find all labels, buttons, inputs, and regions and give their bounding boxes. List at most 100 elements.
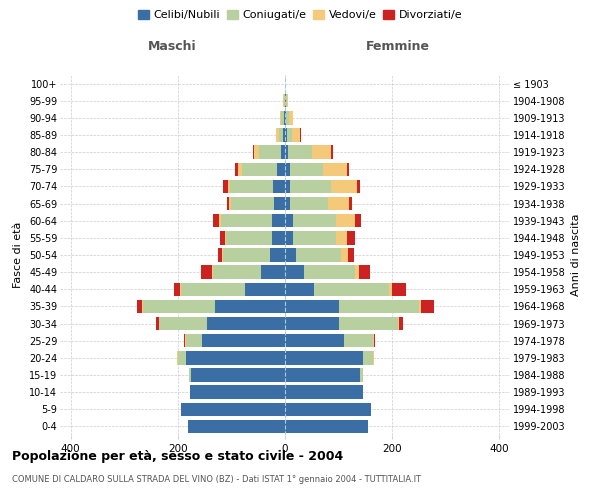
Bar [285, 282, 314, 296]
Bar [287, 94, 288, 108]
Bar [261, 266, 285, 279]
Bar [227, 180, 230, 193]
Bar [285, 420, 368, 433]
Bar [331, 180, 358, 193]
Bar [286, 111, 289, 124]
Bar [285, 334, 344, 347]
Bar [290, 180, 331, 193]
Bar [186, 334, 202, 347]
Bar [312, 146, 331, 159]
Bar [284, 111, 285, 124]
Bar [285, 214, 293, 228]
Bar [287, 146, 312, 159]
Bar [285, 351, 362, 364]
Bar [314, 282, 389, 296]
Bar [285, 248, 296, 262]
Bar [223, 248, 270, 262]
Bar [212, 266, 261, 279]
Bar [392, 282, 406, 296]
Bar [286, 94, 287, 108]
Bar [235, 162, 238, 176]
Bar [341, 248, 347, 262]
Bar [190, 386, 285, 399]
Bar [270, 248, 285, 262]
Bar [225, 231, 226, 244]
Bar [347, 162, 349, 176]
Bar [245, 282, 285, 296]
Bar [178, 351, 186, 364]
Bar [232, 197, 274, 210]
Bar [362, 351, 373, 364]
Text: Femmine: Femmine [365, 40, 430, 52]
Bar [285, 128, 287, 141]
Bar [277, 128, 279, 141]
Bar [202, 334, 285, 347]
Bar [290, 162, 323, 176]
Bar [304, 266, 355, 279]
Bar [293, 231, 336, 244]
Bar [398, 317, 403, 330]
Bar [347, 248, 354, 262]
Bar [323, 162, 347, 176]
Bar [285, 111, 286, 124]
Bar [328, 197, 349, 210]
Bar [156, 317, 158, 330]
Bar [137, 300, 142, 313]
Bar [188, 368, 191, 382]
Text: COMUNE DI CALDARO SULLA STRADA DEL VINO (BZ) - Dati ISTAT 1° gennaio 2004 - TUTT: COMUNE DI CALDARO SULLA STRADA DEL VINO … [12, 475, 421, 484]
Bar [230, 180, 273, 193]
Bar [285, 386, 362, 399]
Bar [215, 300, 285, 313]
Bar [419, 300, 421, 313]
Bar [279, 128, 283, 141]
Bar [285, 317, 338, 330]
Bar [336, 214, 355, 228]
Bar [285, 146, 287, 159]
Bar [202, 266, 212, 279]
Bar [143, 300, 215, 313]
Bar [273, 180, 285, 193]
Bar [253, 146, 254, 159]
Bar [331, 146, 332, 159]
Bar [290, 197, 328, 210]
Bar [227, 197, 229, 210]
Bar [274, 197, 285, 210]
Bar [220, 231, 225, 244]
Bar [284, 94, 285, 108]
Legend: Celibi/Nubili, Coniugati/e, Vedovi/e, Divorziati/e: Celibi/Nubili, Coniugati/e, Vedovi/e, Di… [133, 6, 467, 25]
Text: Popolazione per età, sesso e stato civile - 2004: Popolazione per età, sesso e stato civil… [12, 450, 343, 463]
Bar [219, 214, 221, 228]
Bar [259, 146, 281, 159]
Bar [355, 214, 361, 228]
Bar [281, 146, 285, 159]
Bar [242, 162, 277, 176]
Bar [285, 266, 304, 279]
Bar [173, 282, 180, 296]
Bar [222, 248, 223, 262]
Bar [421, 300, 434, 313]
Bar [296, 248, 341, 262]
Bar [292, 128, 300, 141]
Bar [277, 162, 285, 176]
Bar [283, 128, 285, 141]
Bar [212, 214, 219, 228]
Bar [272, 214, 285, 228]
Bar [336, 231, 347, 244]
Bar [285, 231, 293, 244]
Bar [355, 266, 359, 279]
Bar [359, 266, 370, 279]
Bar [285, 368, 360, 382]
Bar [159, 317, 208, 330]
Bar [285, 300, 338, 313]
Bar [272, 231, 285, 244]
Bar [208, 317, 285, 330]
Bar [281, 111, 284, 124]
Bar [223, 180, 227, 193]
Bar [254, 146, 259, 159]
Bar [289, 111, 293, 124]
Bar [238, 162, 242, 176]
Bar [347, 231, 355, 244]
Text: Maschi: Maschi [148, 40, 197, 52]
Bar [358, 180, 360, 193]
Bar [285, 180, 290, 193]
